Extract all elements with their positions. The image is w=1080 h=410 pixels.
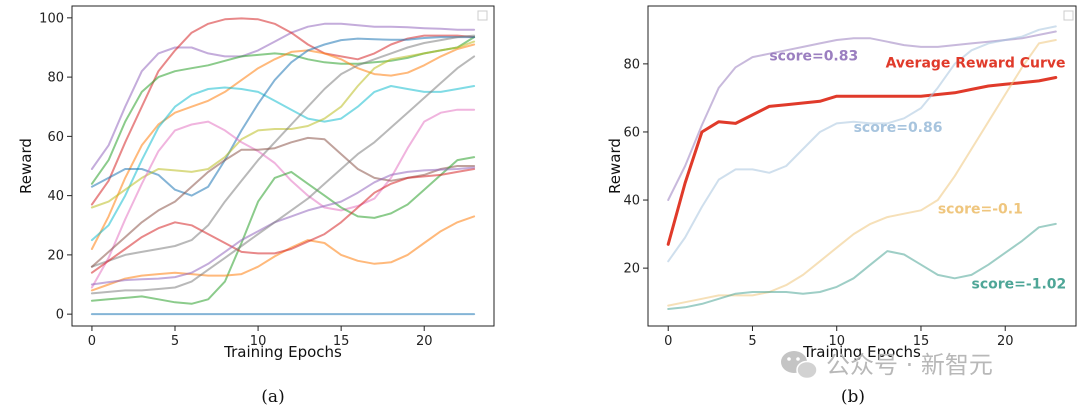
x-tick-label: 15	[913, 334, 930, 349]
series-line-13	[90, 168, 476, 274]
y-ticks-b: 20 40 60 80	[623, 57, 648, 277]
y-tick-label: 80	[623, 57, 640, 72]
y-ticks-a: 0 20 40 60 80 100	[39, 11, 72, 323]
watermark: 公众号 · 新智元	[781, 351, 993, 380]
annotation-label: score=-1.02	[972, 277, 1067, 293]
series-line-5	[90, 85, 476, 242]
series-line-7	[90, 40, 476, 209]
caption-b: (b)	[841, 387, 865, 407]
series-group-a	[90, 17, 476, 316]
series-line-5	[667, 222, 1057, 310]
series-line-2	[90, 17, 476, 206]
series-line-3	[90, 36, 476, 185]
series-line-8	[90, 34, 476, 268]
series-line-3	[667, 25, 1057, 263]
legend-box-a	[477, 10, 488, 21]
x-ticks-a: 0 5 10 15 20	[88, 326, 433, 349]
series-line-11	[90, 156, 476, 305]
x-tick-label: 10	[828, 334, 845, 349]
caption-a: (a)	[261, 387, 284, 407]
y-tick-label: 100	[39, 11, 64, 26]
chart-panel-a: 0 5 10 15 20 0 20 40 60 80 100 Training Epochs Re…	[17, 5, 495, 407]
annotation-label: score=0.86	[854, 120, 943, 136]
y-tick-label: 0	[56, 308, 64, 323]
y-tick-label: 40	[47, 189, 64, 204]
legend-box-b	[1063, 10, 1074, 21]
annotations-b: score=0.83 Average Reward Curve score=0.86…	[769, 48, 1066, 292]
x-tick-label: 15	[333, 334, 350, 349]
annotation-label: Average Reward Curve	[886, 55, 1066, 71]
y-tick-label: 20	[47, 248, 64, 263]
y-tick-label: 80	[47, 71, 64, 86]
x-tick-label: 20	[997, 334, 1014, 349]
series-line-15	[90, 55, 476, 295]
y-tick-label: 60	[47, 130, 64, 145]
series-line-4	[90, 43, 476, 250]
x-tick-label: 0	[664, 334, 672, 349]
series-line-6	[90, 36, 476, 197]
series-line-1	[667, 30, 1057, 201]
x-ticks-b: 0 5 10 15 20	[664, 326, 1014, 349]
x-tick-label: 20	[416, 334, 433, 349]
x-tick-label: 5	[171, 334, 179, 349]
x-tick-label: 0	[88, 334, 96, 349]
y-axis-label-a: Reward	[17, 138, 35, 194]
wechat-icon	[781, 351, 818, 380]
x-tick-label: 5	[748, 334, 756, 349]
y-tick-label: 60	[623, 125, 640, 140]
y-tick-label: 20	[623, 262, 640, 277]
annotation-label: score=0.83	[769, 48, 858, 64]
y-tick-label: 40	[623, 194, 640, 209]
plot-frame-b	[647, 5, 1077, 327]
y-axis-label-b: Reward	[606, 138, 624, 194]
series-group-b	[666, 25, 1058, 310]
series-line-9	[90, 108, 476, 289]
series-line-1	[90, 22, 476, 170]
x-tick-label: 10	[250, 334, 267, 349]
x-axis-label-a: Training Epochs	[223, 343, 342, 361]
average-reward-line	[666, 76, 1058, 246]
series-line-14	[90, 166, 476, 286]
chart-panel-b: 0 5 10 15 20 20 40 60 80 score=0.83 Average Rewa…	[606, 5, 1077, 407]
annotation-label: score=-0.1	[938, 202, 1023, 218]
x-axis-label-b: Training Epochs	[802, 343, 921, 361]
plot-frame-a	[71, 5, 495, 327]
watermark-text: 公众号 · 新智元	[826, 351, 993, 379]
